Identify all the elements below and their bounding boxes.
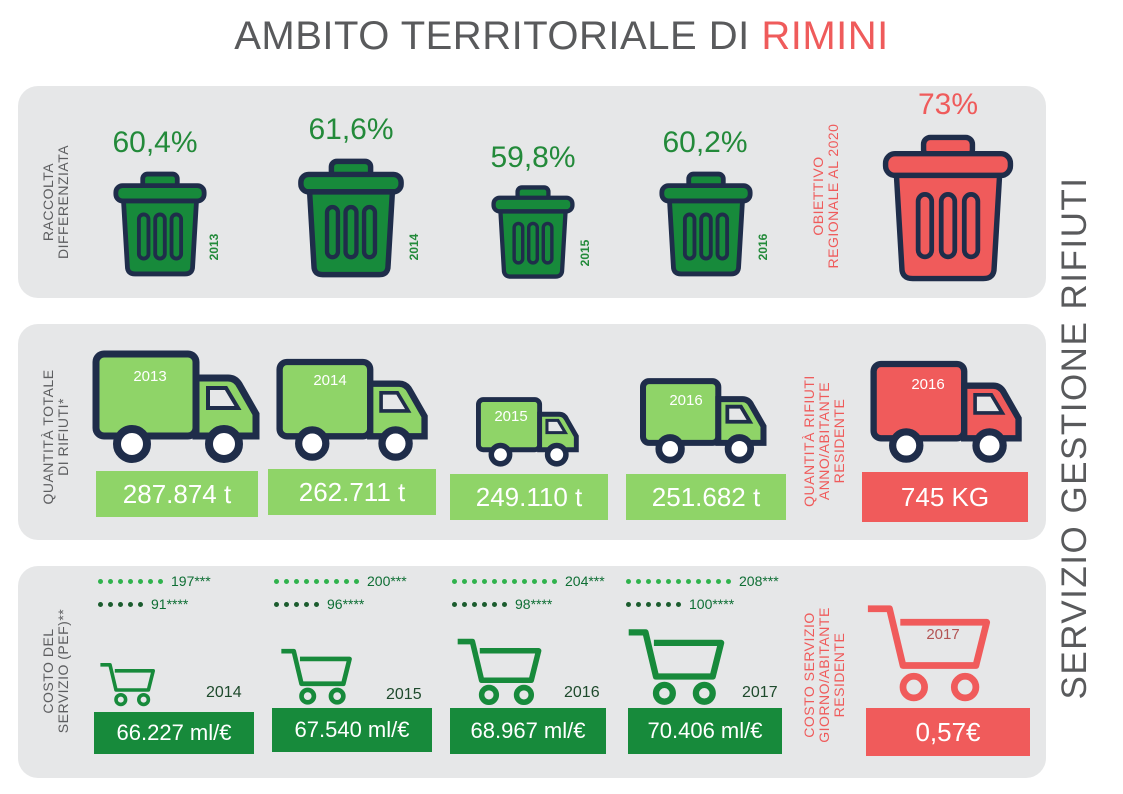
row3-target-label: COSTO SERVIZIO GIORNO/ABITANTE RESIDENTE xyxy=(801,607,847,743)
bin-year-2014: 2014 xyxy=(407,233,421,261)
cost-upper-2017: 208*** xyxy=(626,573,779,589)
cost-value-2014: 66.227 ml/€ xyxy=(94,712,254,754)
truck-icon xyxy=(640,378,767,464)
cost-upper-2015: 200*** xyxy=(274,573,407,589)
page-title: AMBITO TERRITORIALE DI RIMINI xyxy=(0,14,1123,59)
cost-value-2015: 67.540 ml/€ xyxy=(272,708,432,752)
side-title-text: SERVIZIO GESTIONE RIFIUTI xyxy=(1055,176,1094,700)
row1-label: RACCOLTA DIFFERENZIATA xyxy=(40,144,71,260)
trash-bin-target-icon xyxy=(882,134,1014,282)
truck-target-year: 2016 xyxy=(911,376,945,393)
quantity-value-2015: 249.110 t xyxy=(450,474,608,520)
bin-pct-2014: 61,6% xyxy=(308,113,394,146)
row3-label: COSTO DEL SERVIZIO (PEF)** xyxy=(40,608,71,734)
quantity-value-2016: 251.682 t xyxy=(626,474,786,520)
row2-target-label: QUANTITÀ RIFIUTI ANNO/ABITANTE RESIDENTE xyxy=(801,375,847,507)
bin-pct-2013: 60,4% xyxy=(112,126,198,159)
shopping-cart-target-icon xyxy=(867,605,991,702)
bin-year-2016: 2016 xyxy=(756,233,770,261)
trash-bin-icon xyxy=(659,171,753,277)
cart-year-2015: 2015 xyxy=(386,686,422,703)
title-highlight: RIMINI xyxy=(761,14,889,58)
trash-bin-icon xyxy=(298,158,404,278)
shopping-cart-icon xyxy=(457,638,542,706)
cost-lower-2017: 100**** xyxy=(626,596,734,612)
cost-lower-2015: 96**** xyxy=(274,596,364,612)
truck-icon xyxy=(92,350,260,463)
shopping-cart-icon xyxy=(100,663,155,707)
truck-year-2014: 2014 xyxy=(313,372,347,389)
cart-year-2016: 2016 xyxy=(564,684,600,701)
shopping-cart-icon xyxy=(281,648,352,705)
cost-value-2016: 68.967 ml/€ xyxy=(450,708,606,754)
truck-year-2016: 2016 xyxy=(669,392,703,409)
side-title: SERVIZIO GESTIONE RIFIUTI xyxy=(1052,98,1098,778)
trash-bin-icon xyxy=(491,185,575,279)
title-main: AMBITO TERRITORIALE DI xyxy=(234,14,762,58)
bin-year-2013: 2013 xyxy=(207,233,221,261)
truck-year-2015: 2015 xyxy=(494,408,528,425)
cost-value-2017: 70.406 ml/€ xyxy=(628,708,782,754)
truck-icon xyxy=(476,397,579,467)
truck-target-icon xyxy=(870,360,1022,463)
truck-year-2013: 2013 xyxy=(133,368,167,385)
cart-year-2017: 2017 xyxy=(742,684,778,701)
truck-icon xyxy=(276,358,428,461)
cart-target-year: 2017 xyxy=(926,626,960,643)
target-pct: 73% xyxy=(917,88,979,121)
target-quantity-value: 745 KG xyxy=(862,472,1028,522)
bin-pct-2016: 60,2% xyxy=(662,126,748,159)
cost-upper-2014: 197*** xyxy=(98,573,211,589)
bin-year-2015: 2015 xyxy=(578,239,592,267)
row2-label: QUANTITÀ TOTALE DI RIFIUTI* xyxy=(40,369,71,505)
trash-bin-icon xyxy=(113,171,207,277)
cost-upper-2016: 204*** xyxy=(452,573,605,589)
row1-target-label: OBIETTIVO REGIONALE AL 2020 xyxy=(810,123,841,269)
quantity-value-2014: 262.711 t xyxy=(268,469,436,515)
shopping-cart-icon xyxy=(628,629,725,705)
quantity-value-2013: 287.874 t xyxy=(96,471,258,517)
cost-lower-2014: 91**** xyxy=(98,596,188,612)
target-cost-value: 0,57€ xyxy=(866,708,1030,756)
cost-lower-2016: 98**** xyxy=(452,596,552,612)
bin-pct-2015: 59,8% xyxy=(490,141,576,174)
cart-year-2014: 2014 xyxy=(206,684,242,701)
